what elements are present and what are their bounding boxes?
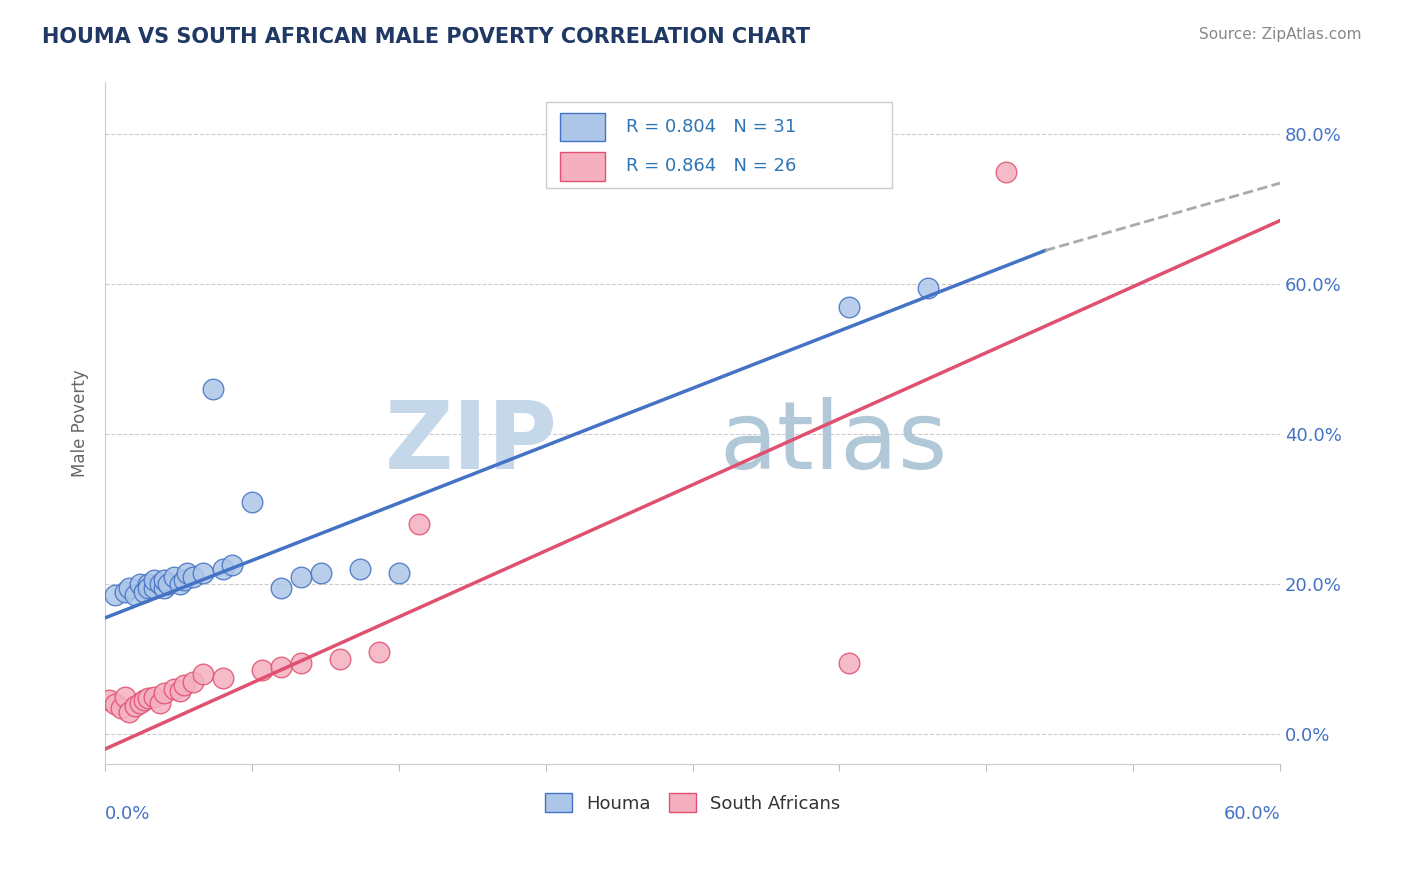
Point: [349, 562, 371, 576]
Point: [169, 683, 191, 698]
Point: [136, 691, 159, 706]
Point: [838, 300, 860, 314]
FancyBboxPatch shape: [560, 153, 605, 181]
Point: [129, 577, 152, 591]
Point: [221, 558, 243, 573]
Point: [110, 700, 132, 714]
Point: [118, 705, 141, 719]
Point: [173, 574, 195, 588]
Text: R = 0.804   N = 31: R = 0.804 N = 31: [626, 118, 796, 136]
Point: [143, 581, 166, 595]
Point: [191, 667, 214, 681]
Point: [368, 644, 391, 658]
Text: HOUMA VS SOUTH AFRICAN MALE POVERTY CORRELATION CHART: HOUMA VS SOUTH AFRICAN MALE POVERTY CORR…: [42, 27, 810, 46]
Point: [143, 574, 166, 588]
Text: R = 0.864   N = 26: R = 0.864 N = 26: [626, 158, 796, 176]
Point: [290, 569, 312, 583]
Point: [124, 588, 146, 602]
Text: atlas: atlas: [720, 398, 948, 490]
Point: [124, 698, 146, 713]
Point: [114, 690, 136, 704]
Point: [183, 569, 205, 583]
Text: ZIP: ZIP: [385, 398, 558, 490]
Point: [250, 663, 273, 677]
Y-axis label: Male Poverty: Male Poverty: [72, 369, 89, 476]
Point: [183, 674, 205, 689]
Text: 0.0%: 0.0%: [105, 805, 150, 823]
Point: [104, 697, 127, 711]
Point: [163, 569, 186, 583]
Legend: Houma, South Africans: Houma, South Africans: [537, 786, 848, 820]
Point: [240, 494, 263, 508]
Point: [136, 581, 159, 595]
Point: [153, 581, 176, 595]
FancyBboxPatch shape: [546, 103, 893, 187]
Point: [98, 693, 121, 707]
Point: [408, 517, 430, 532]
Point: [388, 566, 411, 580]
Point: [129, 696, 152, 710]
Point: [134, 584, 156, 599]
Point: [290, 656, 312, 670]
Point: [994, 165, 1017, 179]
Point: [114, 584, 136, 599]
Point: [211, 562, 233, 576]
Point: [917, 281, 939, 295]
Point: [191, 566, 214, 580]
Point: [118, 581, 141, 595]
Point: [156, 577, 179, 591]
Point: [163, 681, 186, 696]
Point: [134, 693, 156, 707]
FancyBboxPatch shape: [560, 112, 605, 141]
Text: 60.0%: 60.0%: [1223, 805, 1279, 823]
Text: Source: ZipAtlas.com: Source: ZipAtlas.com: [1198, 27, 1361, 42]
Point: [136, 577, 159, 591]
Point: [173, 678, 195, 692]
Point: [143, 690, 166, 704]
Point: [270, 659, 292, 673]
Point: [104, 588, 127, 602]
Point: [211, 671, 233, 685]
Point: [153, 574, 176, 588]
Point: [309, 566, 332, 580]
Point: [270, 581, 292, 595]
Point: [153, 686, 176, 700]
Point: [176, 566, 198, 580]
Point: [329, 652, 352, 666]
Point: [201, 382, 224, 396]
Point: [838, 656, 860, 670]
Point: [149, 577, 172, 591]
Point: [149, 696, 172, 710]
Point: [169, 577, 191, 591]
